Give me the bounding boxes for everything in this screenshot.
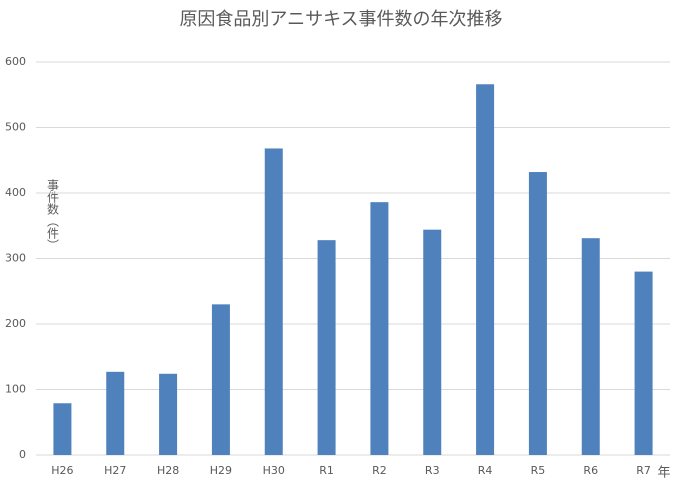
bar [476,84,495,456]
x-tick-label: R3 [425,464,440,477]
x-tick-label: H26 [51,464,73,477]
bar [423,229,442,455]
bar [211,304,230,455]
y-tick-label: 200 [5,317,26,330]
x-tick-label: R2 [372,464,387,477]
bar [53,403,72,455]
y-tick-label: 300 [5,252,26,265]
y-tick-label: 600 [5,55,26,68]
bar [264,148,283,455]
bar [317,240,336,455]
y-tick-label: 0 [19,448,26,461]
y-axis-label: 事件数（件） [46,179,60,251]
x-tick-label: R4 [478,464,493,477]
y-tick-label: 400 [5,186,26,199]
x-tick-label: R6 [583,464,598,477]
y-tick-label: 100 [5,383,26,396]
x-axis-label: 年 [657,466,670,481]
x-tick-label: H29 [210,464,232,477]
x-tick-label: H27 [104,464,126,477]
chart-title: 原因食品別アニサキス事件数の年次推移 [179,9,502,30]
x-tick-label: R7 [636,464,651,477]
bar [634,271,653,455]
x-tick-label: R1 [319,464,334,477]
bar [159,373,178,455]
bar [370,202,389,455]
y-tick-label: 500 [5,121,26,134]
x-tick-label: R5 [531,464,546,477]
x-tick-label: H28 [157,464,179,477]
x-tick-label: H30 [263,464,285,477]
bar [581,238,600,455]
bar [528,172,547,456]
bar [106,371,125,455]
